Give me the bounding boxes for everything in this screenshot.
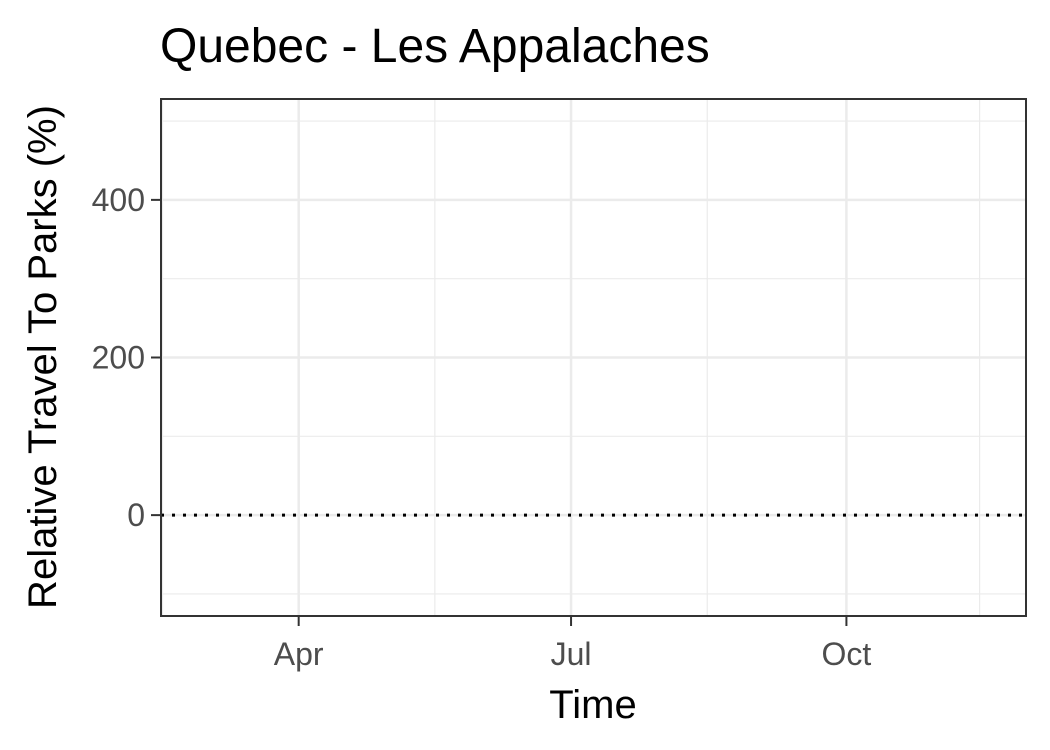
y-axis-title: Relative Travel To Parks (%) (21, 105, 65, 609)
x-tick-label: Apr (274, 636, 324, 672)
major-grid (161, 99, 1026, 616)
y-tick-label: 400 (92, 182, 145, 218)
chart-title: Quebec - Les Appalaches (160, 20, 710, 73)
x-tick-label: Jul (551, 636, 592, 672)
x-axis-title: Time (549, 683, 636, 727)
y-tick-label: 200 (92, 340, 145, 376)
y-tick-label: 0 (127, 497, 145, 533)
x-axis: Apr Jul Oct (274, 616, 872, 672)
y-axis: 0 200 400 (92, 182, 161, 533)
x-tick-label: Oct (822, 636, 872, 672)
